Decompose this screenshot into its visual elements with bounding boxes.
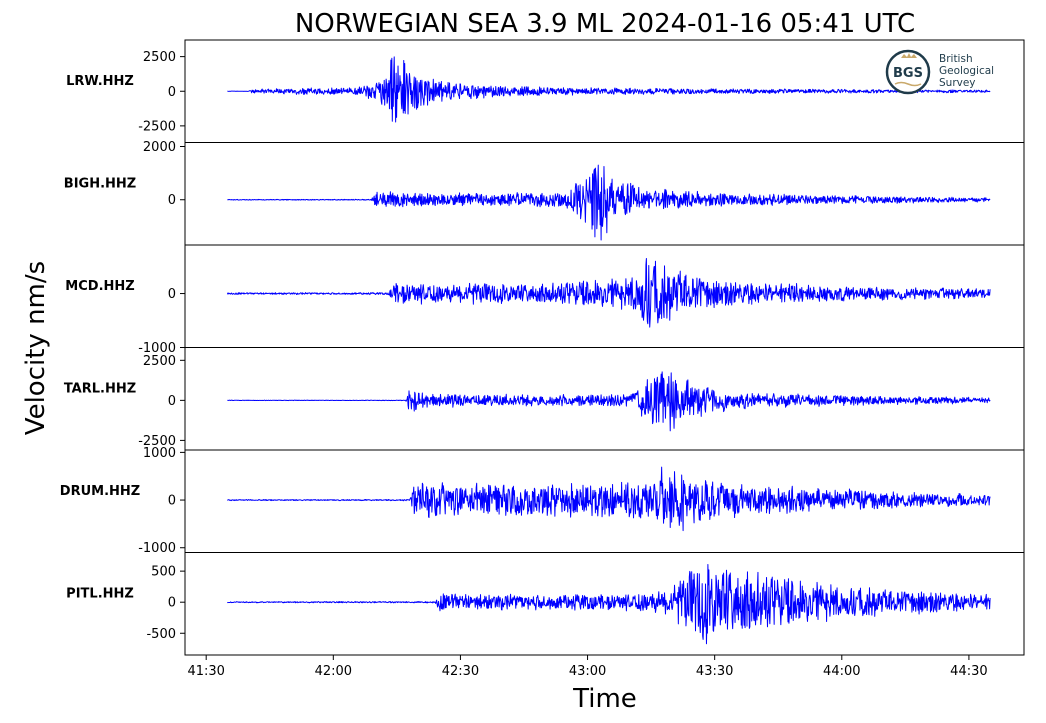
- waveform-trace: [227, 371, 991, 432]
- waveform-trace: [226, 257, 991, 328]
- x-tick-label: 43:00: [569, 664, 606, 679]
- logo-line-2: Geological: [939, 65, 994, 77]
- y-tick-label: 1000: [143, 446, 176, 461]
- x-tick-label: 42:00: [315, 664, 352, 679]
- bgs-logo: BGS British Geological Survey: [885, 49, 994, 95]
- y-tick-label: 2500: [143, 50, 176, 65]
- y-tick-label: 0: [168, 394, 176, 409]
- y-tick-label: 0: [168, 494, 176, 509]
- x-tick-label: 43:30: [696, 664, 733, 679]
- y-axis-label: Velocity nm/s: [21, 261, 51, 435]
- y-tick-label: 0: [168, 193, 176, 208]
- panel-lrw-hhz: 2500 0 -2500 LRW.HHZ: [66, 39, 1025, 143]
- y-tick-label: 0: [168, 596, 176, 611]
- panel-mcd-hhz: 0 -1000 MCD.HHZ: [65, 244, 1025, 356]
- station-label: LRW.HHZ: [66, 74, 134, 89]
- station-label: BIGH.HHZ: [64, 177, 136, 192]
- x-tick-label: 44:00: [823, 664, 860, 679]
- y-tick-label: 2000: [143, 140, 176, 155]
- y-tick-label: 500: [151, 565, 176, 580]
- chart-title: NORWEGIAN SEA 3.9 ML 2024-01-16 05:41 UT…: [295, 9, 915, 39]
- panel-bigh-hhz: 2000 0 BIGH.HHZ: [64, 140, 1025, 246]
- y-tick-label: 0: [168, 287, 176, 302]
- y-tick-label: -1000: [138, 341, 176, 356]
- waveform-trace: [227, 563, 991, 645]
- x-tick-label: 44:30: [950, 664, 987, 679]
- y-tick-label: -500: [146, 627, 176, 642]
- panel-frame: [184, 244, 1025, 348]
- waveform-trace: [227, 164, 991, 241]
- waves-icon: [894, 81, 922, 87]
- panel-pitl-hhz: 500 0 -500 PITL.HHZ: [66, 552, 1025, 656]
- x-tick-label: 41:30: [187, 664, 224, 679]
- y-tick-label: -2500: [138, 119, 176, 134]
- x-axis: 41:30 42:00 42:30 43:00 43:30 44:00 44:30: [187, 655, 988, 679]
- panel-drum-hhz: 1000 0 -1000 DRUM.HHZ: [60, 446, 1025, 556]
- station-label: MCD.HHZ: [65, 279, 134, 294]
- crown-icon: [901, 53, 917, 58]
- logo-line-1: British: [939, 53, 973, 65]
- panel-frame: [184, 552, 1025, 656]
- station-label: DRUM.HHZ: [60, 484, 140, 499]
- x-axis-label: Time: [572, 684, 637, 714]
- logo-initials: BGS: [893, 66, 923, 81]
- station-label: PITL.HHZ: [66, 587, 134, 602]
- x-tick-label: 42:30: [442, 664, 479, 679]
- y-tick-label: 2500: [143, 354, 176, 369]
- y-tick-label: 0: [168, 85, 176, 100]
- logo-line-3: Survey: [939, 77, 976, 89]
- station-label: TARL.HHZ: [64, 382, 136, 397]
- panels: 2500 0 -2500 LRW.HHZ 2000 0 BIGH.HHZ 0 -1000 MCD.…: [60, 39, 1025, 656]
- waveform-trace: [226, 466, 991, 532]
- panel-tarl-hhz: 2500 0 -2500 TARL.HHZ: [64, 347, 1025, 451]
- waveform-trace: [227, 56, 991, 123]
- y-tick-label: -1000: [138, 541, 176, 556]
- y-tick-label: -2500: [138, 434, 176, 449]
